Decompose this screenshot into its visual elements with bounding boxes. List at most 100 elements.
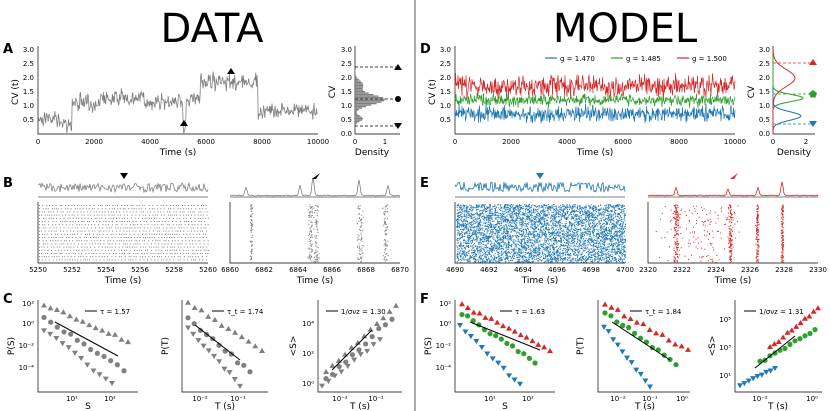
spike <box>121 249 122 251</box>
spike <box>62 237 64 238</box>
ytick: 1.0 <box>341 102 352 110</box>
spike <box>151 246 153 248</box>
spike <box>459 209 461 211</box>
spike <box>518 259 520 261</box>
spike <box>251 250 253 252</box>
spike <box>112 224 114 226</box>
spike <box>612 228 614 230</box>
spike <box>559 259 561 261</box>
spike <box>473 207 474 209</box>
spike <box>530 257 532 258</box>
spike <box>476 207 478 209</box>
spike <box>507 252 509 254</box>
spike <box>144 253 146 254</box>
spike <box>161 243 163 245</box>
spike <box>604 261 606 263</box>
spike <box>182 249 184 251</box>
spike <box>541 244 543 246</box>
spike <box>105 249 107 251</box>
spike <box>545 246 547 248</box>
spike <box>615 206 617 208</box>
spike <box>564 235 566 236</box>
spike <box>606 207 608 209</box>
spike <box>197 224 199 226</box>
spike <box>251 224 253 226</box>
spike <box>491 235 493 237</box>
spike <box>586 229 588 231</box>
spike <box>309 215 311 217</box>
spike <box>546 256 548 258</box>
spike <box>603 259 605 261</box>
spike <box>535 240 537 242</box>
spike <box>587 215 589 217</box>
spike <box>487 207 489 208</box>
spike <box>169 227 171 229</box>
spike <box>608 234 610 236</box>
spike <box>471 208 473 210</box>
spike <box>139 243 141 245</box>
spike <box>610 235 612 237</box>
spike <box>456 226 458 228</box>
spike <box>92 243 94 245</box>
spike <box>539 214 540 216</box>
spike <box>516 209 517 211</box>
spike <box>457 248 459 250</box>
spike <box>166 246 168 248</box>
spike <box>311 249 313 251</box>
spike <box>608 255 610 257</box>
spike <box>614 212 616 213</box>
spike <box>537 212 539 214</box>
spike <box>199 243 201 245</box>
spike <box>95 249 96 251</box>
spike <box>557 240 559 241</box>
spike <box>555 220 557 222</box>
spike <box>611 238 613 239</box>
spike <box>581 254 583 256</box>
spike <box>491 223 493 225</box>
spike <box>584 261 586 262</box>
spike <box>484 260 486 262</box>
spike <box>592 223 594 224</box>
spike <box>179 211 181 213</box>
spike <box>44 211 45 213</box>
spike <box>170 208 172 210</box>
spike <box>523 256 525 258</box>
spike <box>39 214 40 216</box>
spike <box>39 230 40 232</box>
spike <box>514 248 515 250</box>
spike <box>314 235 316 237</box>
spike <box>481 229 483 231</box>
spike <box>472 236 474 238</box>
spike <box>577 221 579 223</box>
spike <box>207 217 209 219</box>
spike <box>492 214 494 216</box>
spike <box>313 252 315 254</box>
spike <box>194 211 196 213</box>
spike <box>542 233 544 235</box>
spike <box>593 223 595 225</box>
spike <box>317 254 318 256</box>
spike <box>251 249 252 251</box>
spike <box>591 239 593 241</box>
spike <box>564 212 566 214</box>
spike <box>593 208 595 209</box>
spike <box>505 210 507 212</box>
spike <box>551 260 553 262</box>
spike <box>583 218 584 220</box>
spike <box>580 236 581 238</box>
spike <box>614 206 616 208</box>
spike <box>204 221 206 222</box>
spike <box>614 244 616 246</box>
spike <box>521 218 523 220</box>
spike <box>384 230 386 231</box>
spike <box>483 232 485 234</box>
spike <box>609 230 611 232</box>
spike <box>49 227 51 229</box>
spike <box>609 214 611 216</box>
spike <box>530 225 532 227</box>
spike <box>483 206 485 208</box>
spike <box>309 211 311 213</box>
ytick: 1.0 <box>23 102 34 110</box>
spike <box>476 245 478 247</box>
spike <box>534 234 536 236</box>
